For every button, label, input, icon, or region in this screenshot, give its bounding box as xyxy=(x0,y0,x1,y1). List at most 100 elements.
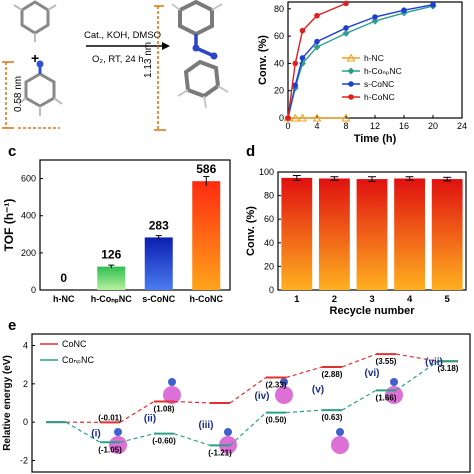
panel-a: + 0.58 nm Cat., KOH, DMSO O₂, RT, 24 h xyxy=(2,0,229,131)
bar xyxy=(192,181,221,290)
energy-connector xyxy=(173,400,211,404)
energy-connector xyxy=(229,412,267,446)
data-point xyxy=(298,113,307,122)
adsorbate-icon xyxy=(168,378,176,386)
x-tick-label: 0 xyxy=(285,121,290,131)
data-point xyxy=(312,113,322,122)
x-tick-label: 12 xyxy=(370,121,380,131)
x-axis-label: Time (h) xyxy=(354,133,397,145)
data-point xyxy=(290,113,300,122)
data-point xyxy=(430,1,436,8)
x-tick-label: 24 xyxy=(457,121,467,131)
reaction-arrowhead xyxy=(162,42,170,50)
step-label: (vi) xyxy=(365,368,380,379)
y-tick-label: 60 xyxy=(264,214,274,224)
benzene-molecule xyxy=(13,0,57,42)
data-point xyxy=(343,25,349,31)
data-label: 126 xyxy=(101,248,121,262)
bar xyxy=(356,179,388,290)
catalyst-cluster-icon xyxy=(275,386,293,404)
data-point xyxy=(292,60,299,67)
y-axis-label: Relative energy (eV) xyxy=(2,355,13,451)
azobenzene-molecule xyxy=(171,0,229,109)
y-tick-label: 0 xyxy=(269,285,274,295)
energy-value-conp: (1.66) xyxy=(376,393,397,402)
energy-value-conc: (1.08) xyxy=(154,404,175,413)
step-label: (ii) xyxy=(144,414,156,425)
y-tick-label: 600 xyxy=(21,174,36,184)
y-tick-label: 60 xyxy=(274,31,284,41)
panel-b-line-chart: 0 4 8 12 16 20 24 0 20 40 60 80 Time (h) Conv. (%) h-N… xyxy=(257,0,467,145)
bar xyxy=(281,177,313,290)
data-point xyxy=(401,7,407,13)
legend-marker xyxy=(348,94,354,100)
energy-connector xyxy=(341,389,377,411)
y-tick-label: 80 xyxy=(274,4,284,14)
y-tick-label: 200 xyxy=(21,248,36,258)
data-point xyxy=(342,29,350,37)
energy-value-conp: (-0.60) xyxy=(152,437,176,446)
y-axis-label: Conv. (%) xyxy=(245,206,257,256)
series-line-3 xyxy=(287,2,347,119)
x-tick-label: 5 xyxy=(445,294,451,305)
x-tick-label: 20 xyxy=(428,121,438,131)
conditions-line-2: O₂, RT, 24 h xyxy=(92,54,144,65)
y-tick-label: 40 xyxy=(264,238,274,248)
legend-marker xyxy=(347,67,355,75)
bar xyxy=(431,179,463,290)
x-tick-label: 4 xyxy=(407,294,413,305)
data-point xyxy=(341,113,351,122)
dim-1.13-marker xyxy=(154,5,166,131)
data-point xyxy=(299,55,306,61)
energy-connector xyxy=(229,377,267,404)
energy-value-conc: (2.88) xyxy=(322,370,343,379)
x-tick-label: h-NC xyxy=(53,294,75,304)
bar xyxy=(144,237,173,290)
x-tick-label: 3 xyxy=(369,294,374,305)
dim-0.58-marker xyxy=(2,61,60,129)
energy-connector xyxy=(285,366,323,379)
data-label: 586 xyxy=(196,162,216,176)
y-tick-label: 20 xyxy=(274,86,284,96)
y-tick-label: 40 xyxy=(274,58,284,68)
y-tick-label: 20 xyxy=(264,261,274,271)
y-axis-label: TOF (h⁻¹) xyxy=(2,199,16,252)
data-point xyxy=(299,27,306,34)
energy-connector xyxy=(341,353,377,368)
x-tick-label: 1 xyxy=(294,294,300,305)
panel-label-c: c xyxy=(8,143,16,160)
x-tick-label: h-CoNC xyxy=(190,294,224,304)
energy-value-conc: (2.33) xyxy=(266,381,287,390)
series-line-2 xyxy=(287,4,434,119)
step-label: (vii) xyxy=(425,357,443,368)
energy-connector xyxy=(173,433,211,446)
step-label: (i) xyxy=(91,428,100,439)
energy-connector xyxy=(395,360,439,391)
legend-marker xyxy=(346,53,356,62)
data-point xyxy=(313,43,321,51)
data-point xyxy=(372,14,378,20)
catalyst-cluster-icon xyxy=(163,386,181,404)
y-tick-label: 400 xyxy=(21,211,36,221)
data-point xyxy=(371,17,379,25)
panel-label-d: d xyxy=(246,143,255,160)
y-tick-label: 0 xyxy=(23,417,28,427)
energy-value-conp: (-1.21) xyxy=(208,448,232,457)
data-point xyxy=(314,38,320,45)
energy-connector xyxy=(395,353,439,362)
x-tick-label: 4 xyxy=(314,121,319,131)
adsorbate-icon xyxy=(336,428,344,436)
catalyst-cluster-icon xyxy=(109,436,127,454)
legend-label: h-CoNC xyxy=(364,92,395,102)
adsorbate-icon xyxy=(114,428,122,436)
adsorbate-icon xyxy=(224,428,232,436)
y-tick-label: 2 xyxy=(23,379,28,389)
legend-marker xyxy=(348,81,354,87)
catalyst-cluster-icon xyxy=(331,436,349,454)
x-tick-label: 16 xyxy=(399,121,409,131)
dim-0.58-label: 0.58 nm xyxy=(13,76,24,112)
legend-label: CoNC xyxy=(62,339,87,349)
y-tick-label: -2 xyxy=(20,456,28,466)
plus-sign: + xyxy=(31,50,39,66)
